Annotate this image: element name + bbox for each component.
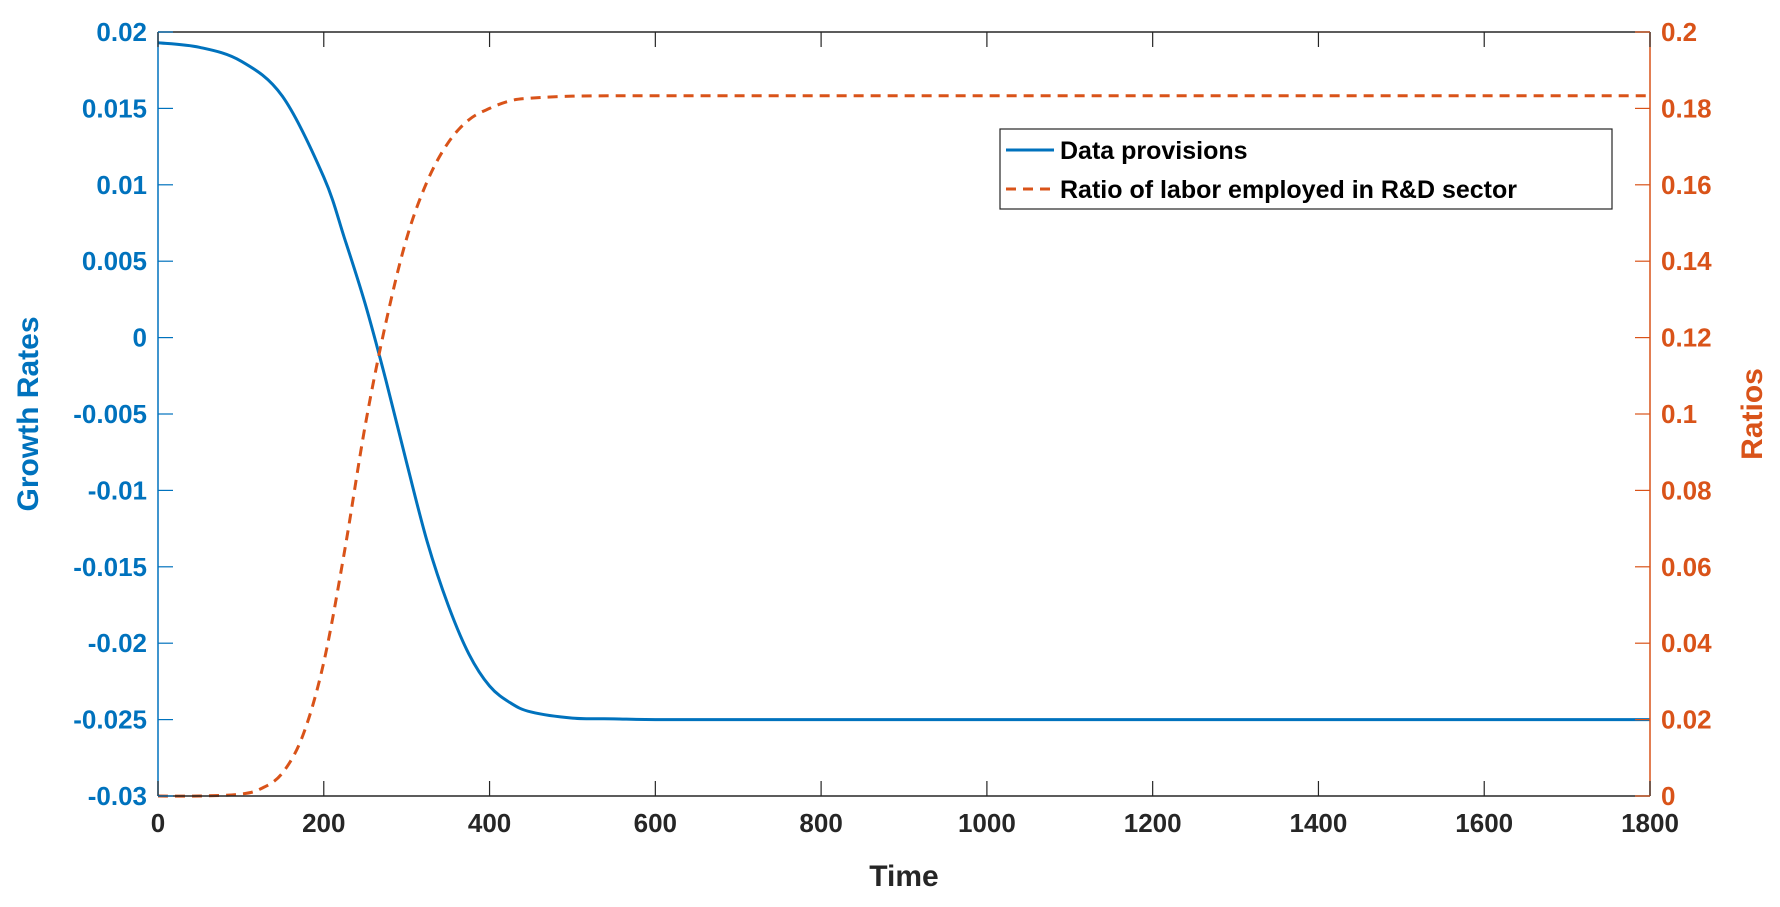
left-tick-label: -0.02 — [88, 628, 147, 658]
x-tick-label: 1600 — [1455, 808, 1513, 838]
left-tick-label: -0.025 — [73, 705, 147, 735]
left-tick-label: 0.01 — [96, 170, 147, 200]
left-tick-label: 0.005 — [82, 246, 147, 276]
series-layer — [157, 41, 1650, 798]
x-tick-label: 1400 — [1290, 808, 1348, 838]
x-axis-title: Time — [869, 860, 938, 893]
legend-box — [999, 128, 1613, 210]
right-tick-label: 0.12 — [1661, 323, 1712, 353]
right-tick-label: 0.04 — [1661, 628, 1712, 658]
x-tick-label: 1200 — [1124, 808, 1182, 838]
right-tick-label: 0.08 — [1661, 475, 1712, 505]
legend-label-rnd-labor-ratio: Ratio of labor employed in R&D sector — [1060, 176, 1517, 204]
right-tick-label: 0 — [1661, 781, 1675, 811]
legend: Data provisions Ratio of labor employed … — [999, 128, 1613, 210]
right-tick-label: 0.2 — [1661, 17, 1697, 47]
right-tick-label: 0.06 — [1661, 552, 1712, 582]
x-tick-label: 1000 — [958, 808, 1016, 838]
series-line-data-provisions — [157, 41, 1650, 722]
left-tick-label: 0 — [133, 323, 147, 353]
right-tick-label: 0.18 — [1661, 93, 1712, 123]
left-axis-title: Growth Rates — [12, 316, 45, 511]
left-tick-label: 0.02 — [96, 17, 147, 47]
series-line-rnd-labor-ratio — [157, 94, 1650, 798]
x-tick-label: 0 — [151, 808, 165, 838]
right-tick-label: 0.1 — [1661, 399, 1697, 429]
left-tick-label: -0.015 — [73, 552, 147, 582]
right-axis-title: Ratios — [1736, 368, 1769, 460]
right-tick-label: 0.14 — [1661, 246, 1712, 276]
x-tick-label: 1800 — [1621, 808, 1679, 838]
x-tick-label: 800 — [799, 808, 842, 838]
right-tick-label: 0.02 — [1661, 705, 1712, 735]
x-tick-label: 600 — [634, 808, 677, 838]
x-tick-label: 400 — [468, 808, 511, 838]
right-tick-label: 0.16 — [1661, 170, 1712, 200]
legend-label-data-provisions: Data provisions — [1060, 137, 1248, 165]
left-tick-label: -0.01 — [88, 475, 147, 505]
left-tick-label: -0.03 — [88, 781, 147, 811]
x-tick-label: 200 — [302, 808, 345, 838]
left-tick-label: 0.015 — [82, 93, 147, 123]
left-tick-label: -0.005 — [73, 399, 147, 429]
ticks-layer: 0 200 400 600 800 1000 1200 1400 1600 1800 0.02 0.0… — [73, 17, 1712, 838]
